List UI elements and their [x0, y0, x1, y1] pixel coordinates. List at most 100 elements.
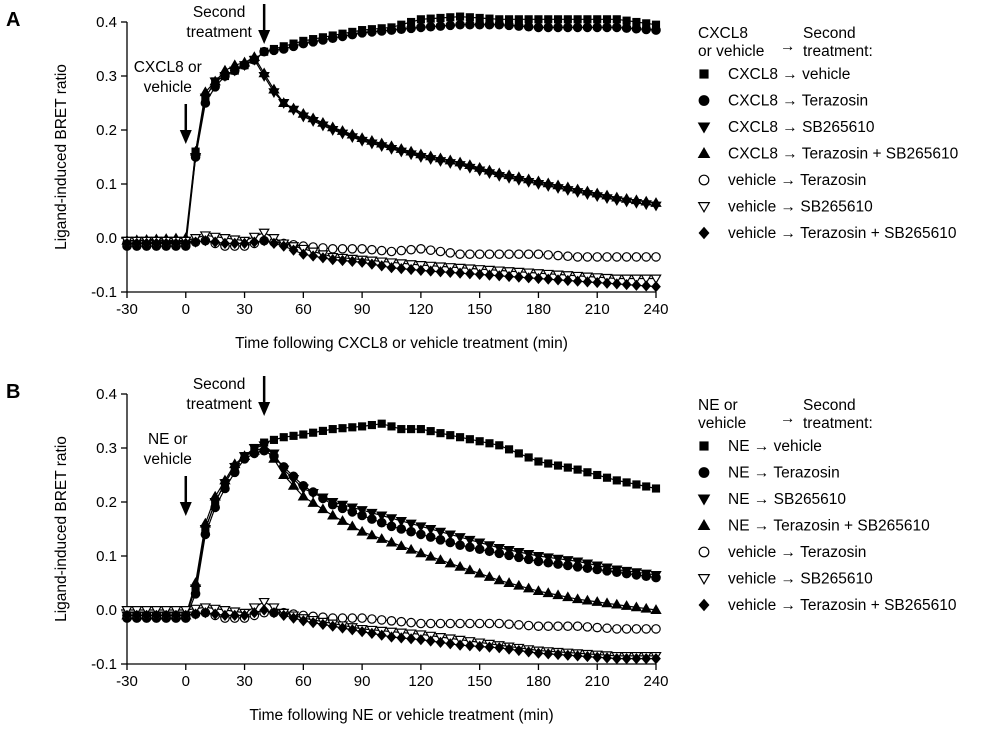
data-point	[141, 609, 152, 621]
data-point	[650, 274, 662, 285]
data-point	[474, 567, 486, 578]
data-point	[425, 550, 437, 561]
data-point	[327, 509, 339, 520]
data-point	[612, 624, 622, 634]
x-tick-label: 30	[236, 673, 253, 690]
data-point	[386, 25, 397, 35]
x-tick-label: 240	[643, 301, 668, 318]
legend-header: treatment:	[803, 43, 873, 60]
y-tick-label: 0.0	[96, 602, 117, 619]
legend-marker	[699, 441, 709, 451]
data-point	[533, 621, 544, 631]
data-point	[493, 543, 505, 554]
data-point	[445, 638, 456, 650]
data-point	[562, 274, 573, 287]
data-point	[640, 195, 652, 206]
data-point	[495, 441, 504, 450]
data-point	[504, 270, 514, 283]
data-point	[640, 274, 652, 285]
data-point	[336, 515, 349, 525]
data-point	[581, 559, 594, 570]
data-point	[317, 116, 329, 127]
data-point	[386, 262, 397, 274]
data-point	[425, 150, 437, 161]
data-point	[435, 266, 446, 278]
data-point	[621, 252, 632, 262]
data-point	[425, 618, 436, 629]
data-point	[553, 648, 563, 661]
data-point	[602, 623, 612, 634]
y-tick-label: 0.0	[96, 230, 117, 247]
data-point	[514, 249, 524, 259]
data-point	[141, 237, 152, 249]
data-point	[415, 522, 427, 533]
data-point	[278, 44, 289, 54]
annotation-text: vehicle	[144, 451, 192, 468]
data-point	[238, 56, 251, 67]
legend-label: CXCL8 → Terazosin	[728, 93, 868, 110]
data-point	[465, 13, 474, 22]
data-point	[650, 197, 662, 207]
data-point	[434, 152, 447, 163]
data-point	[327, 121, 339, 132]
x-tick-label: 120	[408, 673, 433, 690]
data-point	[542, 587, 554, 598]
data-point	[386, 631, 397, 643]
panel-b: B -30 0 30 60 90 120 150 180 210 240 -0.1 0.0 0.1 0.2 0…	[6, 376, 957, 724]
data-point	[562, 591, 574, 602]
data-point	[474, 249, 485, 259]
legend-marker	[699, 69, 709, 79]
data-point	[455, 639, 465, 651]
data-point	[475, 437, 484, 446]
data-point	[523, 21, 534, 32]
series-group	[121, 419, 662, 665]
data-point	[523, 646, 534, 658]
data-point	[367, 420, 376, 430]
data-point	[563, 22, 573, 33]
legend-label: NE → Terazosin	[728, 465, 840, 482]
y-tick-label: 0.3	[96, 68, 117, 85]
data-point	[347, 624, 358, 636]
data-point	[219, 474, 231, 485]
data-point	[602, 15, 612, 24]
data-point	[456, 433, 465, 442]
data-point	[522, 582, 535, 593]
data-point	[562, 556, 574, 566]
data-point	[131, 609, 142, 621]
data-point	[278, 469, 290, 479]
series	[122, 19, 661, 251]
annotation-text: treatment	[186, 24, 252, 41]
series	[122, 604, 661, 665]
data-point	[258, 228, 270, 239]
x-tick-label: 210	[585, 301, 610, 318]
data-point	[405, 519, 417, 530]
data-point	[248, 444, 261, 455]
legend-header: Second	[803, 397, 856, 414]
data-point	[523, 620, 534, 631]
data-point	[434, 527, 447, 538]
data-point	[338, 424, 347, 433]
data-point	[269, 45, 279, 56]
data-point	[494, 270, 505, 282]
data-point	[533, 647, 544, 659]
data-point	[444, 530, 456, 541]
data-point	[327, 620, 338, 632]
data-point	[279, 433, 288, 442]
data-point	[503, 577, 515, 587]
data-point	[278, 609, 289, 621]
data-point	[396, 24, 407, 34]
data-point	[592, 276, 603, 289]
data-point	[346, 503, 358, 514]
y-tick-label: 0.4	[96, 14, 117, 31]
data-point	[640, 602, 652, 613]
legend-header: treatment:	[803, 415, 873, 432]
data-point	[543, 621, 554, 631]
data-point	[387, 422, 396, 431]
data-point	[543, 648, 554, 660]
data-point	[621, 624, 632, 634]
data-point	[356, 525, 368, 536]
series	[122, 12, 661, 248]
legend-label: CXCL8 → vehicle	[728, 66, 850, 83]
x-axis-label: Time following NE or vehicle treatment (…	[249, 707, 553, 724]
data-point	[612, 15, 621, 24]
